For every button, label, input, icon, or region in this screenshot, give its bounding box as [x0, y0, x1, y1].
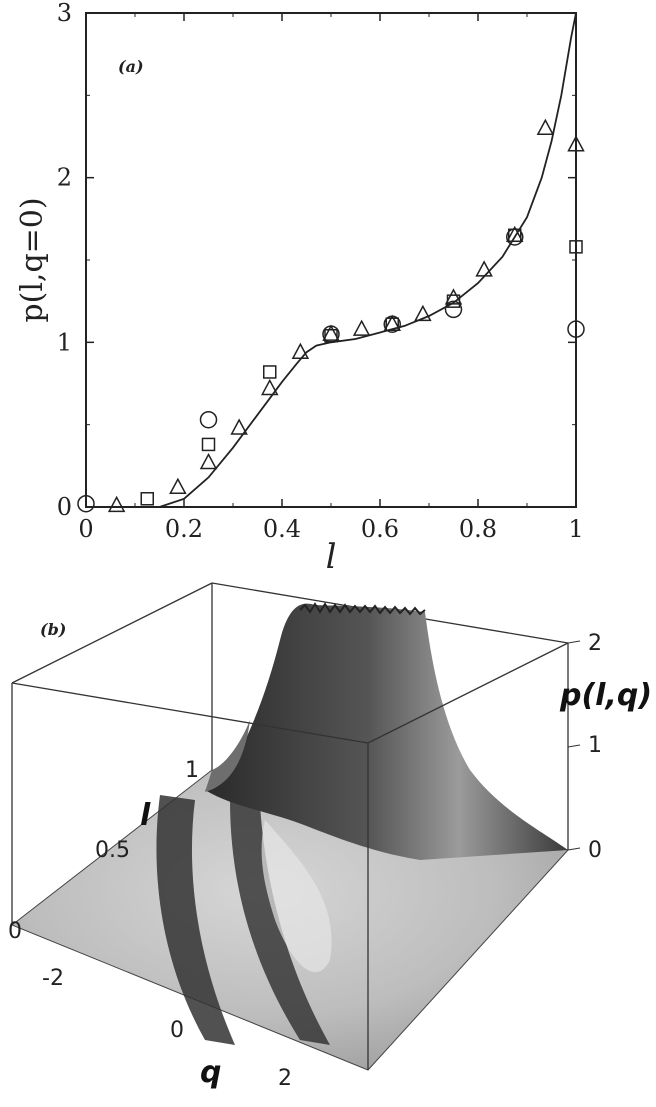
q-axis-label: q — [200, 1055, 221, 1090]
triangle-point — [291, 342, 310, 359]
box-edge — [367, 642, 569, 744]
chart-marks-a — [77, 13, 585, 513]
q-tick-label: -2 — [42, 966, 64, 991]
panel-b: (b) 0 1 2 p(l,q) 0 0.5 1 l -2 0 2 q — [8, 582, 652, 1091]
surface-valley-right — [230, 800, 330, 1045]
q-tick-label: 2 — [278, 1066, 292, 1091]
q-axis-ticks: -2 0 2 — [42, 966, 292, 1091]
z-axis-label: p(l,q) — [559, 678, 652, 713]
square-point — [140, 492, 154, 506]
triangle-point — [169, 477, 187, 494]
z-tick-label: 0 — [588, 838, 602, 863]
square-point — [263, 365, 277, 379]
l-axis-ticks: 0 0.5 1 — [8, 758, 199, 944]
tick-labels-a: 0 0.2 0.4 0.6 0.8 1 0 1 2 3 — [57, 0, 584, 543]
triangle-point — [414, 304, 432, 322]
z-axis-ticks: 0 1 2 — [567, 631, 602, 863]
y-tick-label: 0 — [57, 493, 72, 521]
square-point — [569, 240, 583, 254]
x-axis-label-a: l — [326, 537, 337, 577]
surface-crest — [299, 602, 426, 616]
triangle-point — [260, 378, 279, 396]
l-tick-label: 0.5 — [95, 838, 130, 863]
y-axis-label-a: p(l,q=0) — [15, 197, 50, 322]
x-tick-label: 0.2 — [165, 515, 203, 543]
z-tick-label: 2 — [588, 631, 602, 656]
l-tick-label: 1 — [185, 758, 199, 783]
surface-ridge — [205, 603, 568, 860]
triangle-point — [383, 314, 402, 331]
circle-point — [567, 320, 585, 338]
x-tick-label: 1 — [568, 515, 583, 543]
triangle-point — [505, 225, 524, 243]
box-edge — [11, 682, 369, 744]
x-tick-label: 0 — [78, 515, 93, 543]
circle-point — [444, 300, 463, 319]
l-tick-label: 0 — [8, 919, 22, 944]
x-tick-label: 0.4 — [263, 515, 301, 543]
theory-curve — [86, 13, 576, 507]
triangle-point — [107, 495, 126, 513]
z-tick-mark — [567, 847, 581, 851]
triangle-point — [230, 418, 248, 435]
q-tick-label: 0 — [170, 1018, 184, 1043]
z-tick-mark — [567, 744, 581, 748]
triangle-point — [536, 118, 555, 136]
triangle-point — [199, 452, 218, 470]
box-edge — [11, 582, 213, 684]
tick-marks-a — [85, 12, 577, 508]
panel-a: 0 0.2 0.4 0.6 0.8 1 0 1 2 3 (a) p(l,q=0) l — [15, 0, 585, 577]
triangle-point — [475, 260, 493, 277]
l-axis-label: l — [140, 798, 151, 833]
square-point — [201, 437, 216, 452]
circle-point — [199, 410, 218, 429]
y-tick-label: 3 — [57, 0, 72, 27]
triangle-point — [352, 319, 371, 336]
surface-bright-lobe — [261, 820, 332, 973]
plot-frame-a — [85, 12, 577, 508]
z-tick-mark — [567, 640, 581, 644]
box-front-edges — [11, 642, 569, 1070]
x-tick-label: 0.8 — [459, 515, 497, 543]
surface-valley-left — [156, 795, 235, 1045]
triangle-point — [444, 288, 463, 305]
y-tick-label: 1 — [57, 328, 72, 356]
triangle-point — [322, 324, 340, 341]
panel-a-label: (a) — [118, 57, 144, 76]
x-tick-label: 0.6 — [361, 515, 399, 543]
surface-left-shoulder — [205, 720, 250, 792]
circle-point — [77, 494, 95, 513]
z-tick-label: 1 — [588, 733, 602, 758]
panel-b-label: (b) — [40, 620, 66, 639]
y-tick-label: 2 — [57, 164, 72, 192]
triangle-point — [567, 135, 585, 152]
